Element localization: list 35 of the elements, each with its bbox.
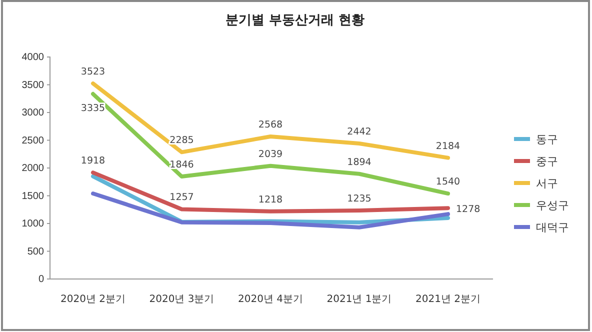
data-label: 1894 xyxy=(347,156,372,168)
data-label: 2442 xyxy=(347,126,372,138)
data-label: 2039 xyxy=(258,148,283,160)
data-label: 1540 xyxy=(436,176,460,188)
data-label: 1218 xyxy=(258,194,283,206)
x-tick-label: 2021년 2분기 xyxy=(416,294,480,305)
y-tick-label: 500 xyxy=(27,246,44,258)
y-tick-label: 1000 xyxy=(22,218,44,230)
y-tick-label: 0 xyxy=(38,274,44,286)
data-label: 2568 xyxy=(258,119,283,130)
data-label: 2184 xyxy=(436,140,460,152)
chart-title: 분기별 부동산거래 현황 xyxy=(225,13,365,28)
y-tick-label: 2000 xyxy=(22,163,44,174)
data-label: 3335 xyxy=(80,102,106,114)
y-tick-label: 1500 xyxy=(22,190,44,202)
data-label: 1257 xyxy=(170,192,194,204)
legend-label: 대덕구 xyxy=(536,221,569,234)
legend-label: 중구 xyxy=(536,155,558,168)
legend-label: 동구 xyxy=(536,133,558,146)
data-label: 2285 xyxy=(170,135,194,146)
y-tick-label: 2500 xyxy=(22,135,44,146)
y-tick-label: 3500 xyxy=(22,80,44,91)
y-tick-label: 4000 xyxy=(22,52,44,64)
data-label: 1235 xyxy=(347,193,372,204)
data-label: 3523 xyxy=(80,66,106,78)
x-tick-label: 2020년 2분기 xyxy=(60,294,126,305)
x-tick-label: 2020년 3분기 xyxy=(149,294,214,305)
x-tick-label: 2020년 4분기 xyxy=(238,294,303,305)
line-series xyxy=(91,192,450,230)
y-tick-label: 3000 xyxy=(22,108,44,119)
legend-label: 서구 xyxy=(536,177,558,190)
legend-label: 우성구 xyxy=(536,199,569,212)
data-label: 1918 xyxy=(80,156,106,167)
data-label: 1278 xyxy=(456,204,480,216)
x-tick-label: 2021년 1분기 xyxy=(326,294,392,305)
